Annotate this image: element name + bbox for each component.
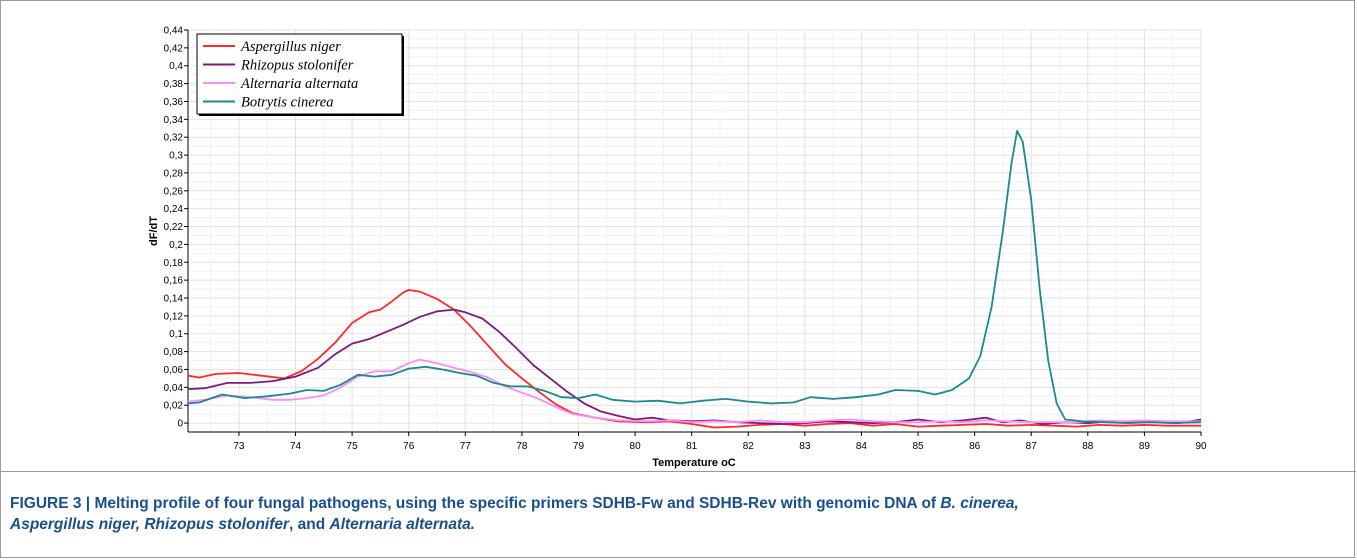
x-tick-label: 82 <box>743 441 755 452</box>
y-tick-label: 0,1 <box>169 329 183 340</box>
y-tick-label: 0,12 <box>164 311 184 322</box>
series-line-3 <box>187 130 1202 424</box>
y-tick-label: 0,24 <box>164 204 184 215</box>
y-tick-label: 0,44 <box>164 26 184 37</box>
x-tick-label: 90 <box>1195 441 1207 452</box>
caption-text-2: , and <box>289 516 330 533</box>
y-tick-label: 0,36 <box>164 97 184 108</box>
x-axis-title: Temperature oC <box>652 457 736 469</box>
y-tick-label: 0,08 <box>164 347 184 358</box>
y-tick-label: 0 <box>177 419 183 430</box>
y-tick-label: 0,34 <box>164 115 184 126</box>
x-tick-label: 73 <box>233 441 245 452</box>
x-tick-label: 78 <box>516 441 528 452</box>
x-tick-label: 88 <box>1082 441 1094 452</box>
y-tick-label: 0,04 <box>164 383 184 394</box>
x-tick-label: 87 <box>1026 441 1038 452</box>
x-tick-label: 81 <box>686 441 698 452</box>
y-tick-label: 0,4 <box>169 61 183 72</box>
x-tick-label: 86 <box>969 441 981 452</box>
y-tick-label: 0,3 <box>169 151 183 162</box>
y-tick-label: 0,38 <box>164 79 184 90</box>
legend-label: Botrytis cinerea <box>241 95 333 111</box>
x-tick-label: 83 <box>799 441 811 452</box>
x-tick-label: 77 <box>460 441 472 452</box>
x-tick-label: 80 <box>630 441 642 452</box>
grid-lines <box>188 29 1202 432</box>
caption-species-2: Aspergillus niger, Rhizopus stolonifer <box>10 516 290 533</box>
x-tick-label: 75 <box>347 441 359 452</box>
y-axis-title: dF/dT <box>148 216 160 246</box>
legend-label: Rhizopus stolonifer <box>240 58 354 74</box>
series-line-2 <box>187 358 1201 424</box>
x-axis-ticks: 73 74 75 76 77 78 79 80 81 82 83 84 85 86 87 88 89 90 <box>233 432 1207 452</box>
y-tick-label: 0,28 <box>164 168 184 179</box>
y-tick-label: 0,42 <box>164 43 184 54</box>
legend-label: Alternaria alternata <box>240 76 358 92</box>
melting-profile-chart: 73 74 75 76 77 78 79 80 81 82 83 84 85 86 87 88 89 90 0 0,… <box>148 26 1207 470</box>
plot-frame <box>1 1 1356 472</box>
y-tick-label: 0,18 <box>164 258 184 269</box>
legend-label: Aspergillus niger <box>240 39 341 55</box>
y-tick-label: 0,2 <box>169 240 183 251</box>
x-tick-label: 74 <box>290 441 302 452</box>
series-lines <box>187 130 1202 429</box>
x-tick-label: 85 <box>912 441 924 452</box>
y-tick-label: 0,22 <box>164 222 184 233</box>
y-tick-label: 0,14 <box>164 294 184 305</box>
figure-caption: FIGURE 3 | Melting profile of four funga… <box>10 493 1340 535</box>
x-tick-label: 84 <box>856 441 868 452</box>
caption-species-3: Alternaria alternata. <box>329 516 476 533</box>
x-tick-label: 79 <box>573 441 585 452</box>
y-tick-label: 0,16 <box>164 276 184 287</box>
caption-label: FIGURE 3 | <box>10 495 95 512</box>
legend: Aspergillus niger Rhizopus stolonifer Alte… <box>196 33 404 116</box>
y-axis-ticks: 0 0,02 0,04 0,06 0,08 0,1 0,12 0,14 0,16 0,18 0,2 0… <box>164 26 188 430</box>
caption-text-1: Melting profile of four fungal pathogens… <box>94 495 941 512</box>
x-tick-label: 89 <box>1139 441 1151 452</box>
axes <box>187 30 1201 433</box>
x-tick-label: 76 <box>403 441 415 452</box>
y-tick-label: 0,32 <box>164 133 184 144</box>
y-tick-label: 0,06 <box>164 365 184 376</box>
y-tick-label: 0,02 <box>164 401 184 412</box>
y-tick-label: 0,26 <box>164 186 184 197</box>
caption-species-1: B. cinerea, <box>940 495 1019 512</box>
